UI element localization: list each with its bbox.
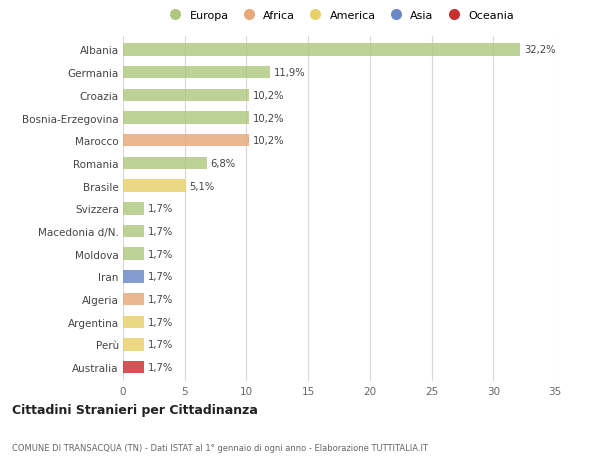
Bar <box>123 338 144 351</box>
Text: 10,2%: 10,2% <box>253 113 284 123</box>
Text: 6,8%: 6,8% <box>211 158 236 168</box>
Text: 5,1%: 5,1% <box>190 181 215 191</box>
Text: 32,2%: 32,2% <box>524 45 556 55</box>
Text: Cittadini Stranieri per Cittadinanza: Cittadini Stranieri per Cittadinanza <box>12 403 258 416</box>
Text: 1,7%: 1,7% <box>148 272 173 282</box>
Text: 10,2%: 10,2% <box>253 136 284 146</box>
Bar <box>123 248 144 260</box>
Text: 10,2%: 10,2% <box>253 90 284 101</box>
Text: 1,7%: 1,7% <box>148 340 173 350</box>
Text: 1,7%: 1,7% <box>148 363 173 372</box>
Text: 1,7%: 1,7% <box>148 294 173 304</box>
Bar <box>123 134 249 147</box>
Text: 11,9%: 11,9% <box>274 68 305 78</box>
Text: 1,7%: 1,7% <box>148 317 173 327</box>
Legend: Europa, Africa, America, Asia, Oceania: Europa, Africa, America, Asia, Oceania <box>164 11 514 21</box>
Bar <box>123 202 144 215</box>
Bar <box>123 157 207 170</box>
Text: 1,7%: 1,7% <box>148 226 173 236</box>
Bar <box>123 361 144 374</box>
Text: 1,7%: 1,7% <box>148 204 173 214</box>
Bar <box>123 270 144 283</box>
Bar <box>123 67 270 79</box>
Bar <box>123 316 144 328</box>
Text: COMUNE DI TRANSACQUA (TN) - Dati ISTAT al 1° gennaio di ogni anno - Elaborazione: COMUNE DI TRANSACQUA (TN) - Dati ISTAT a… <box>12 443 428 452</box>
Bar <box>123 180 186 192</box>
Bar <box>123 225 144 238</box>
Bar <box>123 293 144 306</box>
Bar <box>123 112 249 124</box>
Text: 1,7%: 1,7% <box>148 249 173 259</box>
Bar <box>123 44 520 56</box>
Bar <box>123 90 249 102</box>
